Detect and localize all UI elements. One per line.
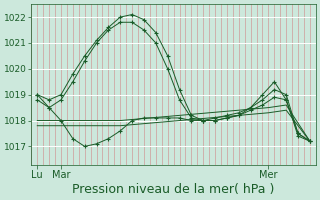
X-axis label: Pression niveau de la mer( hPa ): Pression niveau de la mer( hPa ): [72, 183, 275, 196]
